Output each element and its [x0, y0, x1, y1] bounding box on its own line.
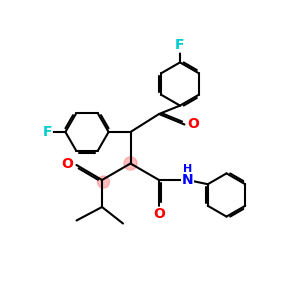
Text: O: O	[188, 118, 200, 131]
Text: N: N	[182, 173, 193, 187]
Text: O: O	[153, 208, 165, 221]
Text: H: H	[183, 164, 192, 175]
Text: O: O	[61, 157, 73, 170]
Text: F: F	[175, 38, 185, 52]
Circle shape	[98, 176, 110, 188]
Circle shape	[124, 157, 137, 170]
Text: F: F	[43, 125, 52, 139]
